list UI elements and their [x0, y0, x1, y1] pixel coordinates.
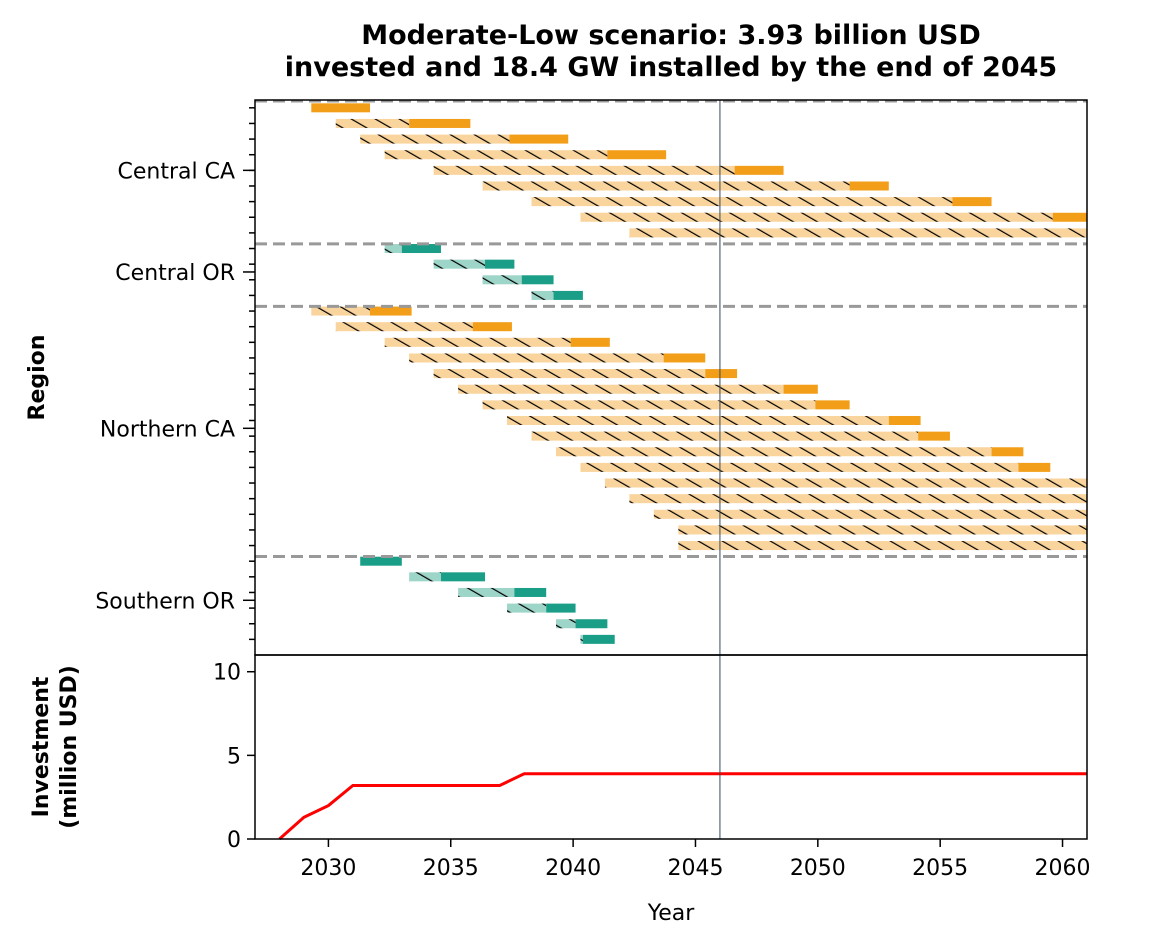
- investment-axis-label: Investment (million USD): [29, 665, 82, 829]
- construction-hatch: [482, 275, 522, 285]
- construction-hatch: [482, 181, 850, 191]
- operation-bar: [514, 587, 547, 597]
- y-tick-label: 5: [227, 744, 241, 769]
- operation-bar: [546, 603, 576, 613]
- construction-hatch: [555, 619, 576, 629]
- operation-bar: [815, 400, 850, 410]
- region-axis-label: Region: [25, 335, 50, 421]
- region-group: Southern OR: [95, 556, 615, 644]
- construction-hatch: [384, 337, 571, 347]
- construction-hatch: [482, 400, 816, 410]
- construction-hatch: [409, 572, 441, 582]
- operation-bar: [370, 306, 412, 316]
- construction-hatch: [678, 525, 1087, 535]
- operation-bar: [311, 103, 371, 113]
- construction-hatch: [507, 415, 889, 425]
- operation-bar: [783, 384, 818, 394]
- operation-bar: [607, 150, 667, 160]
- region-label: Northern CA: [100, 417, 235, 442]
- construction-hatch: [409, 353, 664, 363]
- region-label: Central OR: [115, 261, 235, 286]
- x-tick-label: 2040: [545, 856, 601, 881]
- construction-hatch: [678, 541, 1087, 551]
- operation-bar: [849, 181, 889, 191]
- construction-hatch: [458, 384, 784, 394]
- construction-hatch: [335, 118, 410, 128]
- investment-plot: 0 5 10 2030 2035 2040 2045 2050 2055 2060: [213, 661, 1091, 881]
- construction-hatch: [531, 197, 953, 207]
- construction-hatch: [458, 587, 515, 597]
- chart-title-line: Moderate-Low scenario: 3.93 billion USD: [361, 20, 981, 51]
- region-group: Central OR: [115, 244, 583, 300]
- region-label: Southern OR: [95, 589, 235, 614]
- x-tick-label: 2045: [667, 856, 723, 881]
- operation-bar: [952, 197, 992, 207]
- operation-bar: [360, 556, 402, 566]
- construction-hatch: [335, 322, 473, 332]
- investment-axis-label-line: Investment: [29, 676, 54, 817]
- operation-bar: [991, 447, 1024, 457]
- operation-bar: [509, 134, 569, 144]
- construction-hatch: [580, 634, 583, 644]
- operation-bar: [401, 244, 441, 254]
- region-group: Northern CA: [100, 306, 1087, 551]
- construction-hatch: [653, 509, 1087, 519]
- operation-bar: [553, 290, 583, 300]
- operation-bar: [521, 275, 554, 285]
- investment-axis-label-line: (million USD): [57, 665, 82, 829]
- x-tick-label: 2050: [790, 856, 846, 881]
- x-tick-label: 2030: [300, 856, 356, 881]
- construction-hatch: [384, 244, 402, 254]
- operation-bar: [663, 353, 706, 363]
- x-axis-label: Year: [647, 901, 696, 926]
- operation-bar: [705, 369, 738, 379]
- construction-hatch: [580, 462, 1019, 472]
- construction-hatch: [433, 165, 735, 175]
- x-tick-label: 2060: [1035, 856, 1091, 881]
- operation-bar: [582, 634, 615, 644]
- investment-line: [278, 772, 1087, 841]
- construction-hatch: [384, 150, 608, 160]
- operation-bar: [440, 572, 486, 582]
- operation-bar: [472, 322, 512, 332]
- operation-bar: [1018, 462, 1051, 472]
- y-tick-label: 0: [227, 828, 241, 853]
- operation-bar: [918, 431, 950, 441]
- operation-bar: [734, 165, 784, 175]
- construction-hatch: [629, 494, 1087, 504]
- region-group: Central CA: [117, 103, 1087, 238]
- construction-hatch: [360, 134, 510, 144]
- construction-hatch: [555, 447, 992, 457]
- x-tick-label: 2035: [423, 856, 479, 881]
- investment-frame: [254, 654, 1088, 840]
- y-tick-label: 10: [213, 661, 241, 686]
- x-tick-label: 2055: [912, 856, 968, 881]
- construction-hatch: [311, 306, 371, 316]
- construction-hatch: [531, 431, 919, 441]
- chart-title: Moderate-Low scenario: 3.93 billion USD i…: [285, 20, 1057, 83]
- chart-title-line: invested and 18.4 GW installed by the en…: [285, 52, 1057, 83]
- operation-bar: [575, 619, 608, 629]
- gantt-plot: Central CA Central OR Northern CA Southern …: [95, 99, 1087, 644]
- axes-frames: [254, 99, 1088, 840]
- construction-hatch: [507, 603, 547, 613]
- operation-bar: [570, 337, 610, 347]
- construction-hatch: [531, 290, 554, 300]
- operation-bar: [1052, 212, 1087, 222]
- region-label: Central CA: [117, 159, 235, 184]
- construction-hatch: [629, 228, 1087, 238]
- construction-hatch: [580, 212, 1053, 222]
- construction-hatch: [433, 259, 486, 269]
- operation-bar: [409, 118, 471, 128]
- operation-bar: [888, 415, 921, 425]
- construction-hatch: [433, 369, 706, 379]
- operation-bar: [485, 259, 515, 269]
- construction-hatch: [604, 478, 1087, 488]
